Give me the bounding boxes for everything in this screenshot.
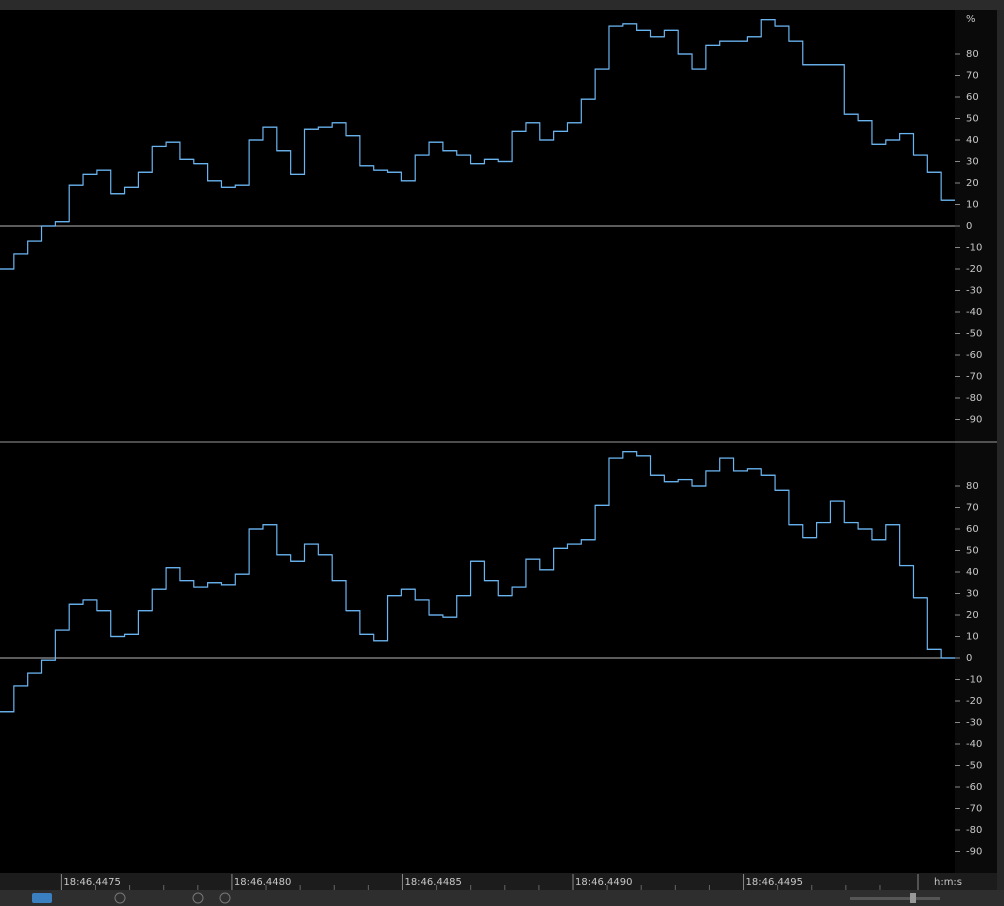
y-tick-label: 50 (966, 114, 979, 125)
y-tick-label: -70 (966, 804, 982, 815)
y-tick-label: 60 (966, 524, 979, 535)
status-bar (0, 890, 1004, 906)
y-tick-label: 20 (966, 178, 979, 189)
y-tick-label: -80 (966, 825, 982, 836)
status-icon[interactable] (219, 892, 231, 904)
y-tick-label: -50 (966, 761, 982, 772)
y-tick-label: -80 (966, 393, 982, 404)
y-tick-label: -60 (966, 350, 982, 361)
y-tick-label: 50 (966, 546, 979, 557)
x-tick-label: 18:46.4480 (234, 877, 291, 888)
x-tick-label: 18:46.4495 (746, 877, 803, 888)
y-tick-label: 10 (966, 632, 979, 643)
x-tick-label: 18:46.4490 (575, 877, 632, 888)
y-tick-label: -30 (966, 286, 982, 297)
status-icon[interactable] (32, 893, 52, 903)
time-ruler (0, 873, 997, 890)
y-tick-label: 40 (966, 567, 979, 578)
y-tick-label: 70 (966, 71, 979, 82)
status-icon[interactable] (114, 892, 126, 904)
y-tick-label: -30 (966, 718, 982, 729)
y-tick-label: -20 (966, 264, 982, 275)
y-tick-label: -90 (966, 847, 982, 858)
y-tick-label: 0 (966, 653, 972, 664)
y-tick-label: 40 (966, 135, 979, 146)
top-bar (0, 0, 1004, 10)
y-tick-label: 60 (966, 92, 979, 103)
y-tick-label: 0 (966, 221, 972, 232)
time-unit-label: h:m:s (934, 877, 962, 888)
y-tick-label: -40 (966, 739, 982, 750)
x-tick-label: 18:46.4475 (63, 877, 120, 888)
y-tick-label: -10 (966, 243, 982, 254)
step-connectors (0, 19, 955, 270)
y-tick-label: 20 (966, 610, 979, 621)
y-tick-label: 30 (966, 589, 979, 600)
zoom-slider[interactable] (850, 897, 940, 900)
y-tick-label: -40 (966, 307, 982, 318)
y-tick-label: -10 (966, 675, 982, 686)
step-connectors (0, 451, 955, 713)
x-tick-label: 18:46.4485 (404, 877, 461, 888)
unit-label: % (966, 14, 976, 25)
status-icon[interactable] (192, 892, 204, 904)
zoom-handle[interactable] (910, 893, 916, 903)
scrollbar (997, 10, 1004, 890)
y-tick-label: 70 (966, 503, 979, 514)
y-tick-label: -70 (966, 372, 982, 383)
y-tick-label: -60 (966, 782, 982, 793)
y-tick-label: 30 (966, 157, 979, 168)
y-tick-label: -90 (966, 415, 982, 426)
y-tick-label: 80 (966, 49, 979, 60)
y-tick-label: -50 (966, 329, 982, 340)
y-tick-label: -20 (966, 696, 982, 707)
y-tick-label: 80 (966, 481, 979, 492)
y-tick-label: 10 (966, 200, 979, 211)
